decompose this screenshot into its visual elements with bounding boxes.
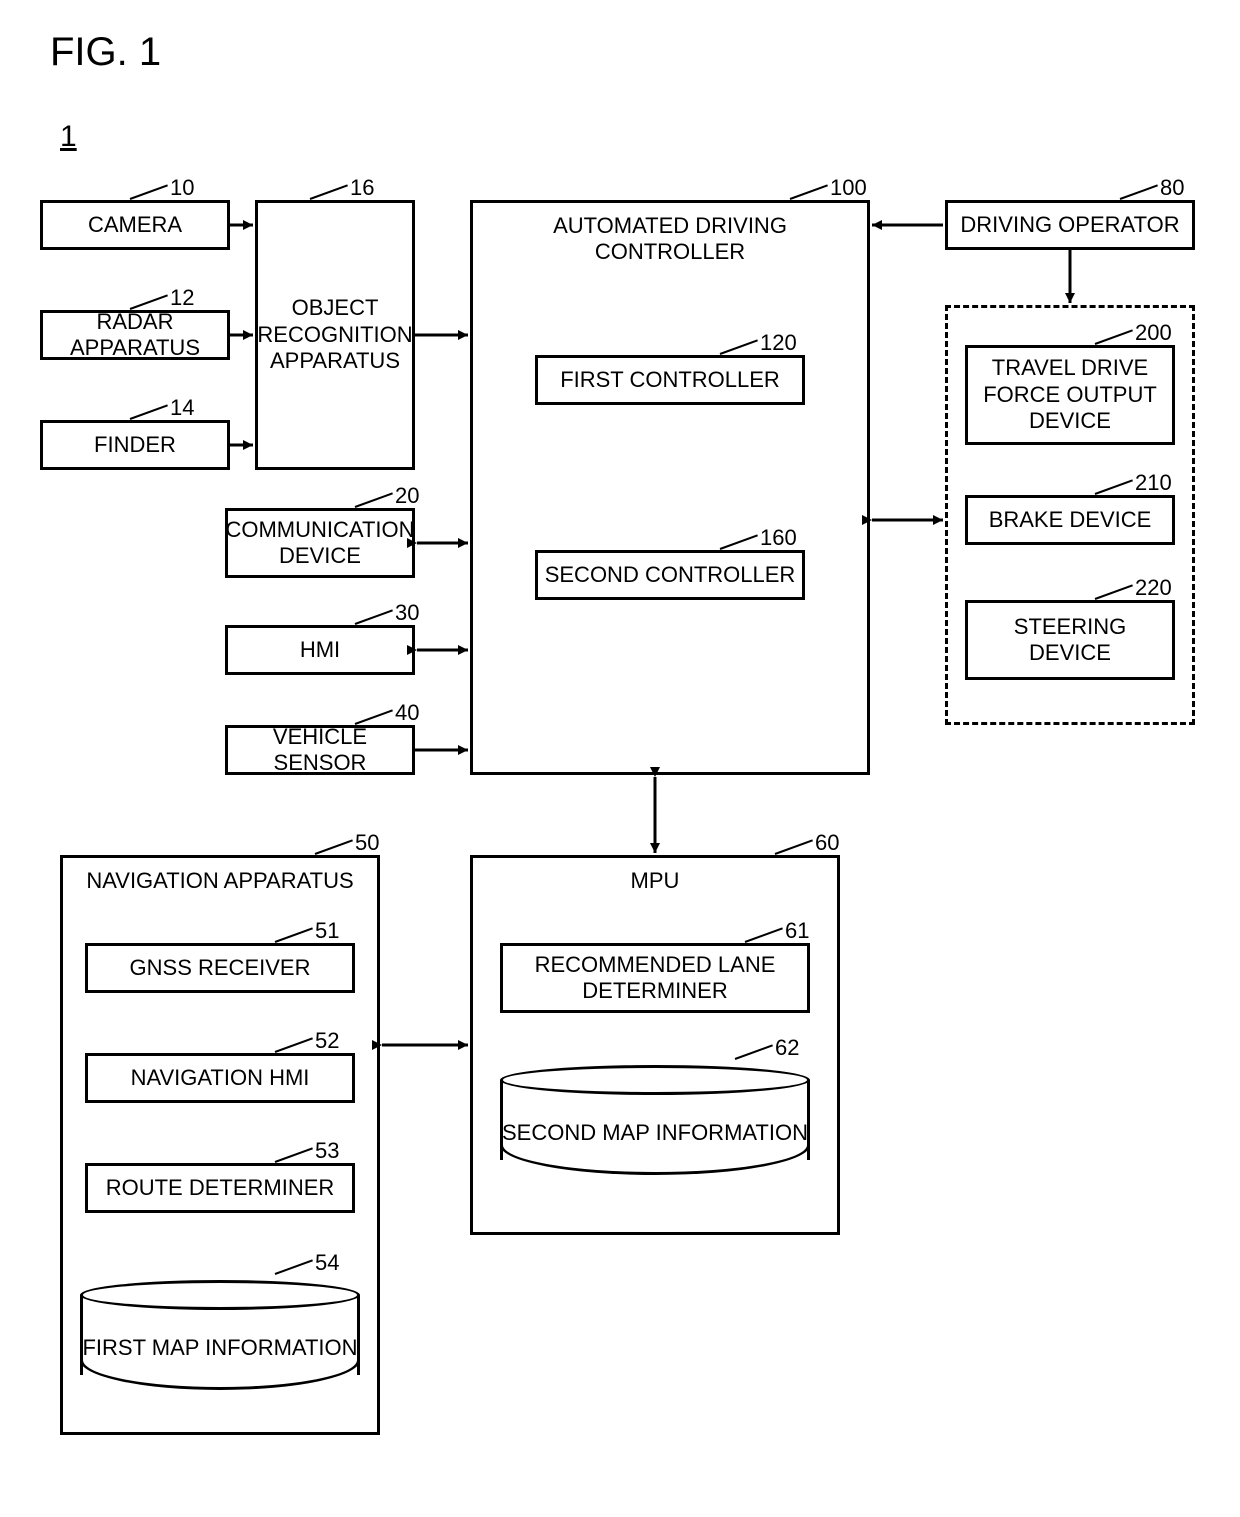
block-adc: AUTOMATED DRIVING CONTROLLER <box>470 200 870 775</box>
ref-mpu: 60 <box>815 830 839 856</box>
leader <box>130 404 168 420</box>
ref-route-det: 53 <box>315 1138 339 1164</box>
leader <box>315 839 353 855</box>
leader <box>130 184 168 200</box>
leader <box>775 839 813 855</box>
label-rec-lane: RECOMMENDED LANE DETERMINER <box>535 952 776 1005</box>
block-finder: FINDER <box>40 420 230 470</box>
label-gnss: GNSS RECEIVER <box>130 955 311 981</box>
ref-obj-recog: 16 <box>350 175 374 201</box>
cylinder-second-map: SECOND MAP INFORMATION <box>500 1065 810 1185</box>
label-comm: COMMUNICATION DEVICE <box>225 517 414 570</box>
label-travel-drive: TRAVEL DRIVE FORCE OUTPUT DEVICE <box>983 355 1157 434</box>
system-number: 1 <box>60 120 77 154</box>
leader <box>1120 184 1158 200</box>
block-route-det: ROUTE DETERMINER <box>85 1163 355 1213</box>
cylinder-first-map: FIRST MAP INFORMATION <box>80 1280 360 1400</box>
ref-first-ctrl: 120 <box>760 330 797 356</box>
label-second-map: SECOND MAP INFORMATION <box>500 1120 810 1146</box>
leader <box>355 609 393 625</box>
leader <box>790 184 828 200</box>
label-steering: STEERING DEVICE <box>1014 614 1126 667</box>
leader <box>130 294 168 310</box>
label-second-ctrl: SECOND CONTROLLER <box>545 562 796 588</box>
label-driving-op: DRIVING OPERATOR <box>960 212 1179 238</box>
block-second-ctrl: SECOND CONTROLLER <box>535 550 805 600</box>
block-gnss: GNSS RECEIVER <box>85 943 355 993</box>
block-obj-recog: OBJECT RECOGNITION APPARATUS <box>255 200 415 470</box>
label-first-map: FIRST MAP INFORMATION <box>80 1335 360 1361</box>
label-hmi: HMI <box>300 637 340 663</box>
label-finder: FINDER <box>94 432 176 458</box>
label-first-ctrl: FIRST CONTROLLER <box>560 367 780 393</box>
ref-hmi: 30 <box>395 600 419 626</box>
ref-rec-lane: 61 <box>785 918 809 944</box>
ref-travel-drive: 200 <box>1135 320 1172 346</box>
ref-nav-hmi: 52 <box>315 1028 339 1054</box>
block-brake: BRAKE DEVICE <box>965 495 1175 545</box>
ref-first-map: 54 <box>315 1250 339 1276</box>
label-brake: BRAKE DEVICE <box>989 507 1152 533</box>
leader <box>310 184 348 200</box>
ref-camera: 10 <box>170 175 194 201</box>
label-veh-sensor: VEHICLE SENSOR <box>232 724 408 777</box>
ref-adc: 100 <box>830 175 867 201</box>
ref-steering: 220 <box>1135 575 1172 601</box>
ref-second-ctrl: 160 <box>760 525 797 551</box>
label-obj-recog: OBJECT RECOGNITION APPARATUS <box>257 295 412 374</box>
label-mpu: MPU <box>473 868 837 894</box>
ref-second-map: 62 <box>775 1035 799 1061</box>
label-route-det: ROUTE DETERMINER <box>106 1175 335 1201</box>
leader <box>355 709 393 725</box>
label-camera: CAMERA <box>88 212 182 238</box>
block-radar: RADAR APPARATUS <box>40 310 230 360</box>
diagram-canvas: FIG. 1 1 10 CAMERA 12 RADAR APPARATUS 14… <box>0 0 1240 1517</box>
label-nav-hmi: NAVIGATION HMI <box>131 1065 310 1091</box>
ref-radar: 12 <box>170 285 194 311</box>
block-rec-lane: RECOMMENDED LANE DETERMINER <box>500 943 810 1013</box>
label-radar: RADAR APPARATUS <box>47 309 223 362</box>
label-adc: AUTOMATED DRIVING CONTROLLER <box>473 213 867 266</box>
label-nav: NAVIGATION APPARATUS <box>63 868 377 894</box>
block-nav-hmi: NAVIGATION HMI <box>85 1053 355 1103</box>
block-first-ctrl: FIRST CONTROLLER <box>535 355 805 405</box>
ref-brake: 210 <box>1135 470 1172 496</box>
leader <box>355 492 393 508</box>
ref-comm: 20 <box>395 483 419 509</box>
ref-driving-op: 80 <box>1160 175 1184 201</box>
block-comm: COMMUNICATION DEVICE <box>225 508 415 578</box>
block-hmi: HMI <box>225 625 415 675</box>
ref-nav: 50 <box>355 830 379 856</box>
ref-veh-sensor: 40 <box>395 700 419 726</box>
block-driving-op: DRIVING OPERATOR <box>945 200 1195 250</box>
block-veh-sensor: VEHICLE SENSOR <box>225 725 415 775</box>
ref-finder: 14 <box>170 395 194 421</box>
block-steering: STEERING DEVICE <box>965 600 1175 680</box>
ref-gnss: 51 <box>315 918 339 944</box>
figure-title: FIG. 1 <box>50 30 161 75</box>
block-travel-drive: TRAVEL DRIVE FORCE OUTPUT DEVICE <box>965 345 1175 445</box>
block-camera: CAMERA <box>40 200 230 250</box>
